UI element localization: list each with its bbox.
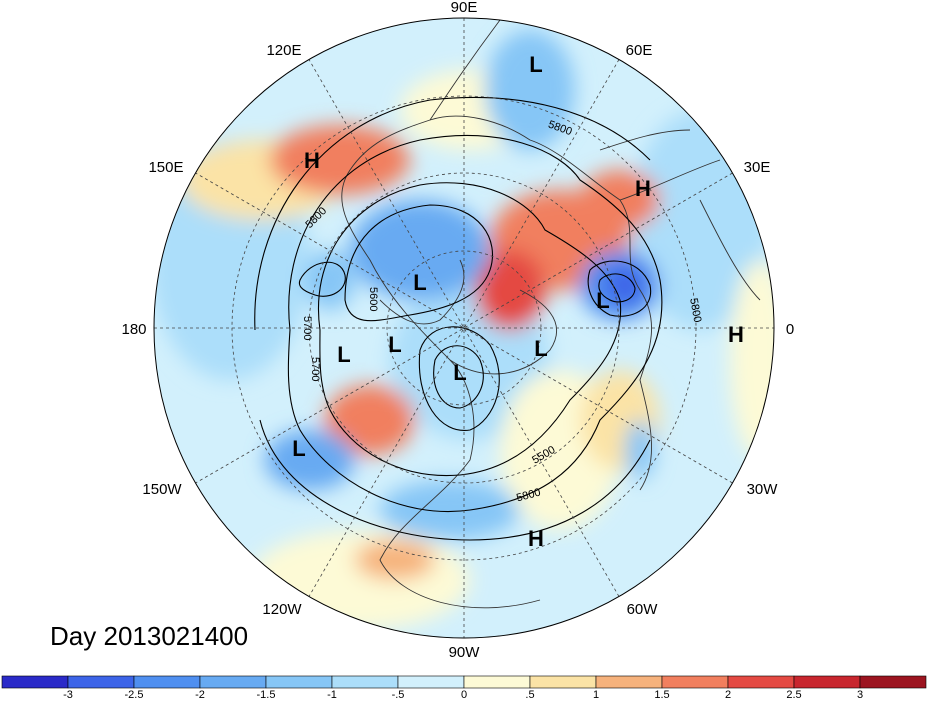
colorbar-tick-label: 2.5	[786, 689, 801, 701]
low-alaska-label: L	[388, 332, 401, 357]
lon-label-90w: 90W	[449, 644, 481, 661]
lon-label-120w: 120W	[262, 601, 302, 618]
low-greenland-label: L	[453, 360, 466, 385]
colorbar-tick-label: 2	[725, 689, 731, 701]
lon-label-60w: 60W	[627, 601, 659, 618]
colorbar-swatch	[595, 675, 663, 689]
lon-label-120e: 120E	[266, 42, 301, 59]
colorbar-swatch	[331, 675, 399, 689]
day-value: 2013021400	[103, 621, 249, 651]
high-east-asia-label: H	[304, 148, 320, 173]
colorbar-swatch	[133, 675, 201, 689]
colorbar-swatch	[67, 675, 135, 689]
day-prefix: Day	[50, 621, 97, 651]
colorbar-tick-label: 0	[461, 689, 467, 701]
colorbar-swatch	[463, 675, 531, 689]
day-label: Day 2013021400	[50, 619, 248, 653]
map-boundary	[153, 17, 775, 639]
pressure-systems: L H H L L H L L L L L H	[292, 52, 744, 551]
colorbar-tick-label: .5	[525, 689, 534, 701]
longitude-labels: 90E 60E 30E 0 30W 60W 90W 120W 150W 180 …	[121, 0, 794, 661]
low-hudson-label: L	[534, 336, 547, 361]
lon-label-0: 0	[786, 321, 794, 338]
colorbar: -3 -2.5 -2 -1.5 -1 -.5 0 .5 1 1.5 2 2.5 3	[1, 675, 927, 701]
colorbar-swatch	[397, 675, 465, 689]
lon-label-60e: 60E	[626, 42, 653, 59]
colorbar-tick-label: 3	[857, 689, 863, 701]
colorbar-swatch	[199, 675, 267, 689]
colorbar-tick-label: -.5	[392, 689, 405, 701]
contour-label: 5800	[687, 297, 703, 323]
lon-label-90e: 90E	[451, 0, 478, 16]
contour-label: 5700	[301, 316, 313, 340]
colorbar-swatch	[1, 675, 69, 689]
colorbar-tick-label: -3	[63, 689, 73, 701]
contour-label: 5600	[367, 287, 379, 311]
lon-label-30w: 30W	[747, 481, 779, 498]
colorbar-tick-label: -2.5	[125, 689, 144, 701]
low-east-europe-label: L	[596, 288, 609, 313]
lon-label-150e: 150E	[148, 159, 183, 176]
lon-label-30e: 30E	[744, 159, 771, 176]
colorbar-tick-label: -1	[327, 689, 337, 701]
high-russia-label: H	[635, 176, 651, 201]
high-caribbean-label: H	[528, 526, 544, 551]
colorbar-swatch	[661, 675, 729, 689]
lon-label-180: 180	[121, 321, 146, 338]
low-north-pacific-label: L	[292, 436, 305, 461]
colorbar-tick-label: -2	[195, 689, 205, 701]
colorbar-tick-label: 1.5	[654, 689, 669, 701]
low-bering-label: L	[337, 342, 350, 367]
low-north-scandinavia-label: L	[529, 52, 542, 77]
contour-label: 5700	[309, 357, 321, 381]
colorbar-tick-label: 1	[593, 689, 599, 701]
lon-label-150w: 150W	[142, 481, 182, 498]
low-siberia-label: L	[413, 270, 426, 295]
height-contours	[254, 96, 663, 541]
colorbar-swatch	[529, 675, 597, 689]
colorbar-swatch	[793, 675, 861, 689]
graticule	[154, 18, 774, 638]
high-west-africa-label: H	[728, 322, 744, 347]
colorbar-tick-label: -1.5	[257, 689, 276, 701]
colorbar-swatch	[727, 675, 795, 689]
colorbar-swatch	[859, 675, 927, 689]
colorbar-swatch	[265, 675, 333, 689]
